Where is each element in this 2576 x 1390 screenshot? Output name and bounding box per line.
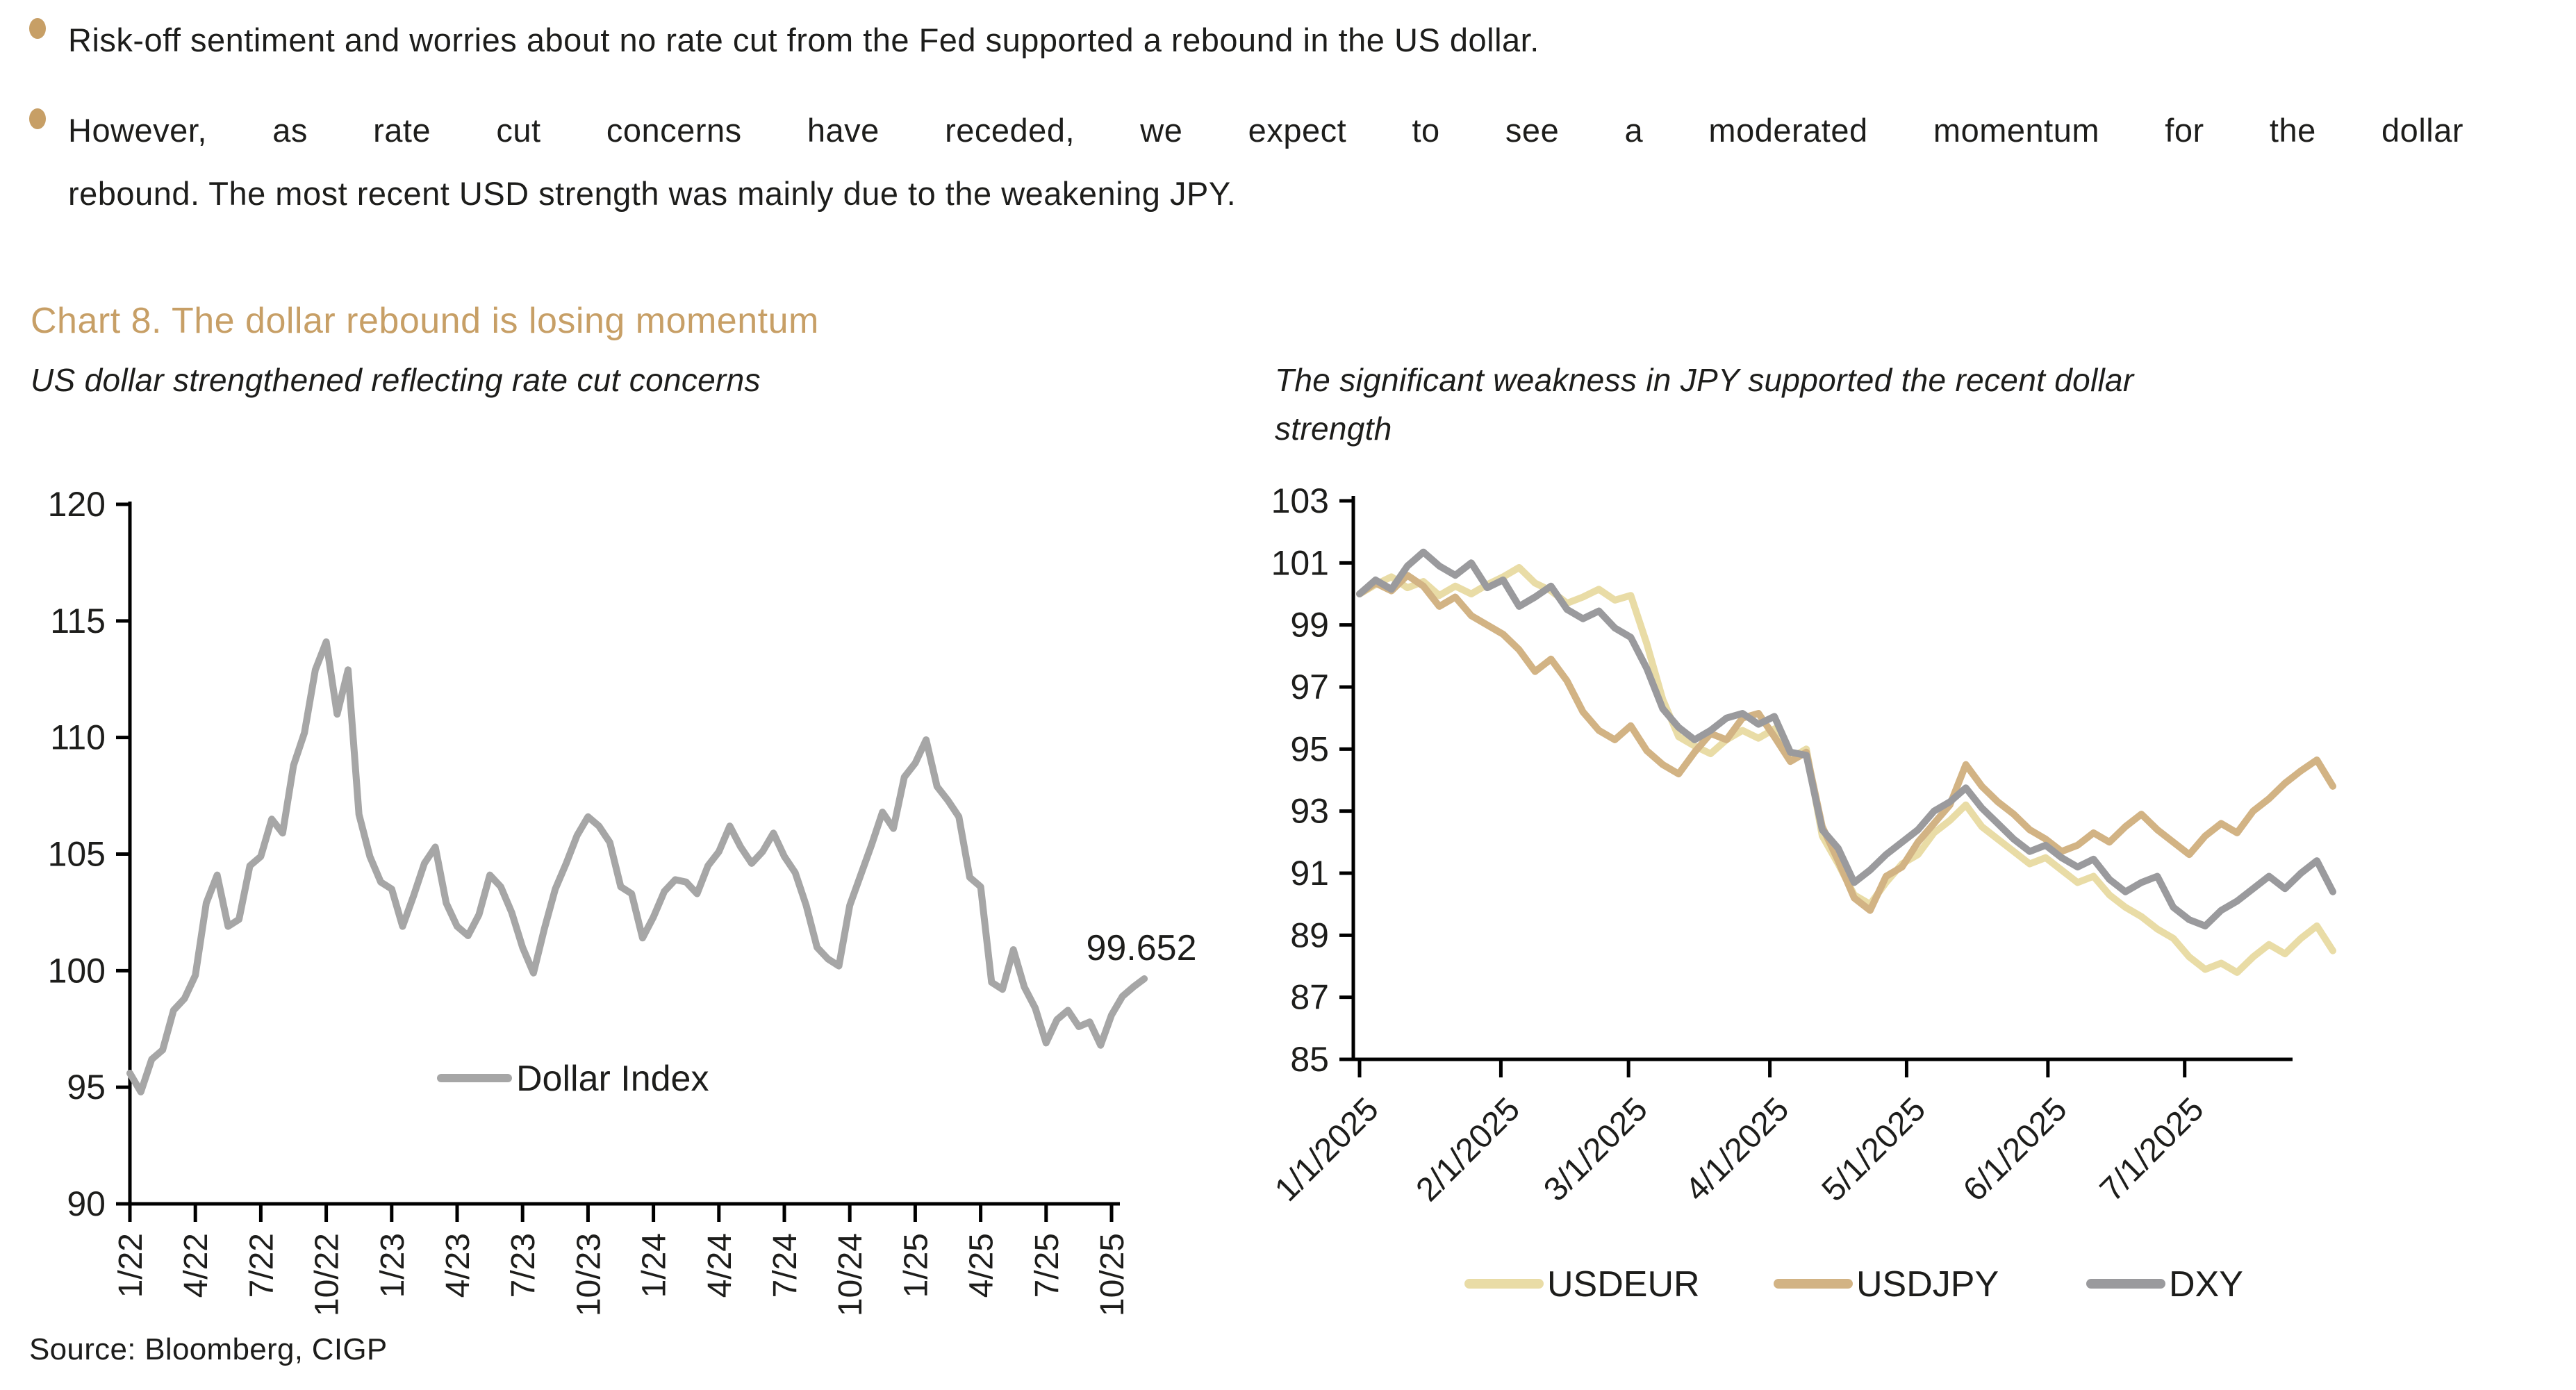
dollar-index-line [126,638,1148,1095]
dxy-legend-label: DXY [2169,1264,2243,1305]
right-chart-x-tick-label: 7/1/2025 [2093,1091,2211,1209]
left-chart-y-tick-label: 100 [48,951,106,990]
left-chart-x-tick-label: 10/25 [1094,1233,1131,1316]
bullet-item: Risk-off sentiment and worries about no … [29,8,2152,72]
usdjpy-line [1356,572,2336,914]
left-chart-x-tick-label: 10/24 [832,1233,869,1316]
left-chart-x-tick-label: 7/22 [243,1233,280,1298]
right-chart-x-tick-label: 3/1/2025 [1537,1091,1655,1209]
left-chart-y-tick-label: 110 [50,718,106,757]
right-chart-subtitle-line-2: strength [1275,411,1392,447]
usdjpy-legend-label: USDJPY [1856,1264,1999,1305]
right-chart-subtitle-line-1: The significant weakness in JPY supporte… [1275,362,2134,398]
left-chart-x-tick-label: 4/22 [178,1233,215,1298]
left-chart-x-tick-label: 7/24 [767,1233,804,1298]
bullet-text: Risk-off sentiment and worries about no … [68,8,2152,72]
right-chart-y-tick-label: 89 [1290,916,1329,954]
left-chart-y-tick-label: 120 [48,485,106,524]
right-chart-subtitle: The significant weakness in JPY supporte… [1275,356,2491,453]
dollar-index-legend-label: Dollar Index [516,1059,709,1099]
left-chart-x-tick-label: 10/22 [309,1233,346,1316]
left-chart-x-tick-label: 1/23 [374,1233,411,1298]
source-note: Source: Bloomberg, CIGP [29,1332,388,1366]
right-chart-y-tick-label: 93 [1290,792,1329,831]
left-chart-x-tick-label: 1/25 [898,1233,934,1298]
chart-section-title: Chart 8. The dollar rebound is losing mo… [31,301,819,341]
bullet-dot-icon [29,108,46,129]
left-chart-x-tick-label: 7/25 [1029,1233,1066,1298]
bullet-line: rebound. The most recent USD strength wa… [68,175,1237,212]
right-chart-x-tick-label: 1/1/2025 [1268,1091,1386,1209]
right-chart-y-tick-label: 91 [1290,854,1329,893]
usdeur-legend-label: USDEUR [1547,1264,1700,1305]
left-chart-subtitle: US dollar strengthened reflecting rate c… [31,362,761,398]
right-chart-y-tick-label: 95 [1290,729,1329,768]
bullet-dot-icon [29,18,46,39]
right-chart-x-tick-label: 2/1/2025 [1410,1091,1528,1209]
left-chart-y-tick-label: 90 [67,1184,106,1223]
right-chart-y-tick-label: 101 [1271,543,1329,582]
right-chart-x-tick-label: 4/1/2025 [1678,1091,1797,1209]
bullet-text: However, as rate cut concerns have reced… [68,99,2463,225]
left-chart-y-tick-label: 115 [50,602,106,640]
left-chart-x-tick-label: 4/24 [702,1233,738,1298]
left-chart-y-tick-label: 105 [48,835,106,874]
right-chart-y-tick-label: 99 [1290,606,1329,645]
bullet-item: However, as rate cut concerns have reced… [29,99,2463,225]
right-chart-y-tick-label: 85 [1290,1040,1329,1079]
right-chart-y-tick-label: 87 [1290,978,1329,1017]
usdeur-line [1356,564,2336,976]
dxy-line [1356,548,2336,929]
left-chart-x-tick-label: 4/23 [440,1233,477,1298]
last-value-annotation: 99.652 [1086,928,1196,968]
right-chart-x-tick-label: 6/1/2025 [1956,1091,2074,1209]
right-chart-y-tick-label: 97 [1290,668,1329,706]
left-chart-x-tick-label: 7/23 [505,1233,542,1298]
left-chart-x-tick-label: 10/23 [570,1233,607,1316]
bullet-line: Risk-off sentiment and worries about no … [68,22,1539,58]
bullet-line: However, as rate cut concerns have reced… [68,112,2463,149]
right-chart-y-tick-label: 103 [1271,481,1329,520]
right-chart-x-tick-label: 5/1/2025 [1815,1091,1933,1209]
left-chart-y-tick-label: 95 [67,1068,106,1107]
left-chart-x-tick-label: 1/24 [636,1233,673,1298]
left-chart-x-tick-label: 1/22 [113,1233,149,1298]
left-chart-x-tick-label: 4/25 [964,1233,1000,1298]
